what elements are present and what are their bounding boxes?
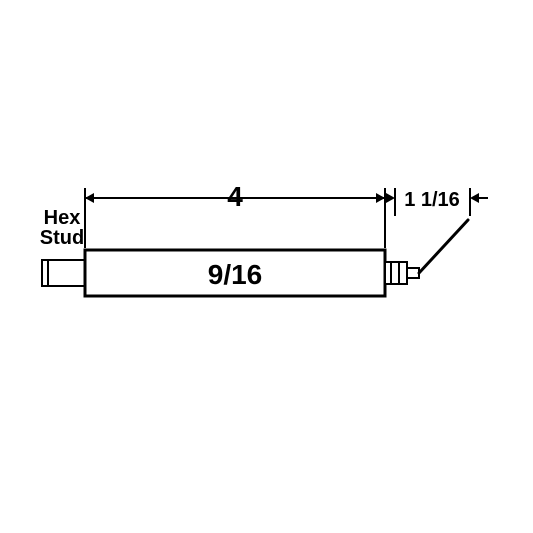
nipple xyxy=(407,268,419,278)
hex-label-2: Stud xyxy=(40,227,84,249)
hex-label-1: Hex xyxy=(44,207,81,229)
fitting xyxy=(385,262,407,284)
dim-length-label: 4 xyxy=(227,181,243,212)
dim-tip-label: 1 1/16 xyxy=(404,189,460,211)
electrode-tip xyxy=(419,220,468,273)
diameter-label: 9/16 xyxy=(208,259,263,290)
